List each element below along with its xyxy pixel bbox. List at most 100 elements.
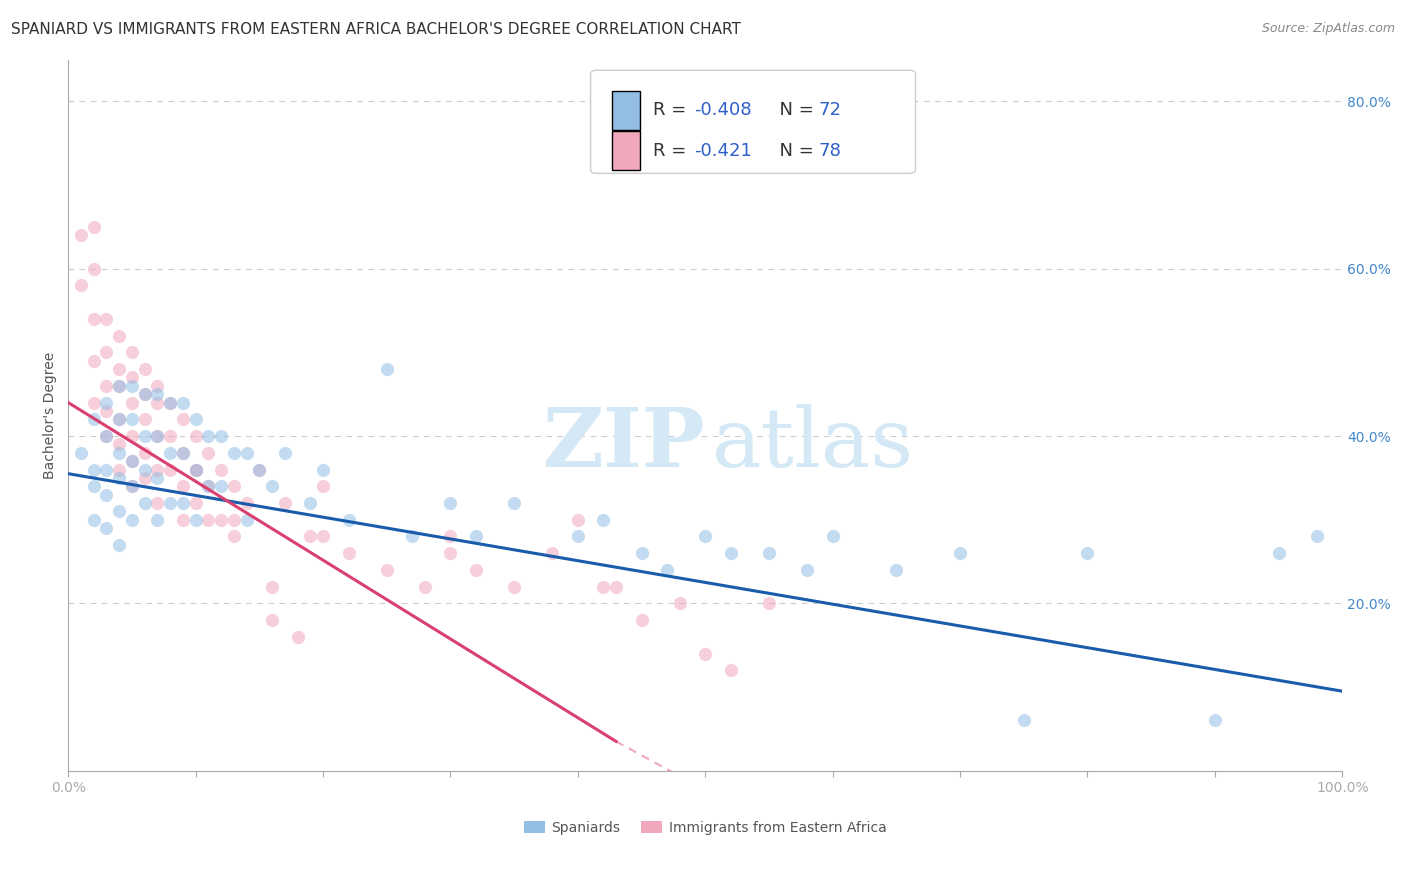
Point xyxy=(274,496,297,510)
Point xyxy=(172,496,194,510)
Point xyxy=(96,345,118,359)
Point xyxy=(108,471,131,485)
Text: R =: R = xyxy=(652,102,692,120)
Point xyxy=(121,454,143,468)
Point xyxy=(184,462,207,476)
Point xyxy=(108,379,131,393)
Point xyxy=(464,529,486,543)
Point xyxy=(262,479,284,493)
Point xyxy=(630,546,652,560)
Point xyxy=(337,513,360,527)
Point xyxy=(83,412,105,426)
Point xyxy=(567,513,589,527)
Point xyxy=(70,278,93,293)
Point xyxy=(146,429,169,443)
Point xyxy=(172,412,194,426)
Point xyxy=(159,496,181,510)
Point xyxy=(108,504,131,518)
Point xyxy=(375,362,398,376)
Point xyxy=(592,513,614,527)
Point xyxy=(83,219,105,234)
Point xyxy=(146,395,169,409)
Point xyxy=(108,412,131,426)
Point xyxy=(108,538,131,552)
Point xyxy=(312,529,335,543)
FancyBboxPatch shape xyxy=(612,131,640,170)
Point xyxy=(121,454,143,468)
Point xyxy=(121,379,143,393)
Point xyxy=(464,563,486,577)
Point xyxy=(146,471,169,485)
Point xyxy=(108,328,131,343)
Text: ZIP: ZIP xyxy=(543,403,706,483)
Text: -0.421: -0.421 xyxy=(693,142,752,160)
Point xyxy=(758,596,780,610)
Point xyxy=(247,462,270,476)
Point xyxy=(274,446,297,460)
Point xyxy=(222,479,245,493)
Point xyxy=(121,345,143,359)
Point xyxy=(695,529,717,543)
Point xyxy=(720,663,742,677)
Point xyxy=(134,462,156,476)
Point xyxy=(146,462,169,476)
Point xyxy=(96,429,118,443)
Point xyxy=(235,513,257,527)
Point xyxy=(108,362,131,376)
Text: N =: N = xyxy=(768,142,820,160)
Point xyxy=(312,479,335,493)
Point xyxy=(172,395,194,409)
Point xyxy=(299,529,322,543)
Point xyxy=(184,496,207,510)
Text: Source: ZipAtlas.com: Source: ZipAtlas.com xyxy=(1261,22,1395,36)
Point xyxy=(184,513,207,527)
Point xyxy=(83,479,105,493)
Point xyxy=(299,496,322,510)
Point xyxy=(121,479,143,493)
Point xyxy=(121,429,143,443)
Point xyxy=(287,630,309,644)
Point xyxy=(108,462,131,476)
Point xyxy=(96,487,118,501)
Point xyxy=(96,521,118,535)
Point xyxy=(108,379,131,393)
Point xyxy=(159,462,181,476)
Point xyxy=(184,429,207,443)
Point xyxy=(949,546,972,560)
Point xyxy=(146,429,169,443)
Legend: Spaniards, Immigrants from Eastern Africa: Spaniards, Immigrants from Eastern Afric… xyxy=(523,821,887,835)
Point xyxy=(235,496,257,510)
Point xyxy=(121,370,143,384)
Point xyxy=(337,546,360,560)
FancyBboxPatch shape xyxy=(612,91,640,130)
Point xyxy=(695,647,717,661)
Point xyxy=(172,446,194,460)
Text: 78: 78 xyxy=(818,142,842,160)
Point xyxy=(70,446,93,460)
Point xyxy=(655,563,678,577)
Point xyxy=(209,513,232,527)
Point xyxy=(172,446,194,460)
Point xyxy=(159,429,181,443)
Point xyxy=(592,580,614,594)
Text: 72: 72 xyxy=(818,102,842,120)
Point xyxy=(172,513,194,527)
Text: SPANIARD VS IMMIGRANTS FROM EASTERN AFRICA BACHELOR'S DEGREE CORRELATION CHART: SPANIARD VS IMMIGRANTS FROM EASTERN AFRI… xyxy=(11,22,741,37)
Point xyxy=(96,395,118,409)
Point xyxy=(83,261,105,276)
Point xyxy=(96,379,118,393)
Point xyxy=(96,429,118,443)
Point xyxy=(1076,546,1098,560)
Point xyxy=(439,546,461,560)
Point xyxy=(197,513,219,527)
Point xyxy=(262,613,284,627)
Point xyxy=(720,546,742,560)
Point xyxy=(96,404,118,418)
Point xyxy=(159,395,181,409)
Point xyxy=(375,563,398,577)
Point xyxy=(134,362,156,376)
Point xyxy=(172,479,194,493)
Point xyxy=(413,580,436,594)
Text: -0.408: -0.408 xyxy=(693,102,751,120)
Point xyxy=(83,513,105,527)
